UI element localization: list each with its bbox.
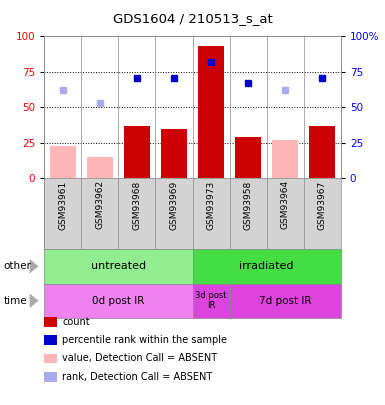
Bar [87,157,113,178]
Text: time: time [4,296,27,306]
Text: irradiated: irradiated [239,261,294,271]
Bar [161,129,187,178]
Text: GSM93973: GSM93973 [206,180,216,230]
Text: count: count [62,317,90,327]
Text: GSM93968: GSM93968 [132,180,141,230]
Text: value, Detection Call = ABSENT: value, Detection Call = ABSENT [62,354,218,363]
Bar [44,284,192,318]
Text: 7d post IR: 7d post IR [259,296,311,306]
Polygon shape [30,259,38,274]
Bar [50,145,76,178]
Text: GSM93958: GSM93958 [244,180,253,230]
Text: 3d post
IR: 3d post IR [195,291,227,310]
Text: GSM93964: GSM93964 [281,180,290,230]
Text: rank, Detection Call = ABSENT: rank, Detection Call = ABSENT [62,372,213,382]
Bar [124,126,150,178]
Bar [235,137,261,178]
Text: untreated: untreated [91,261,146,271]
Bar [44,249,192,284]
Text: percentile rank within the sample: percentile rank within the sample [62,335,228,345]
Text: GSM93961: GSM93961 [58,180,67,230]
Bar [272,140,298,178]
Text: GDS1604 / 210513_s_at: GDS1604 / 210513_s_at [113,12,272,25]
Text: GSM93962: GSM93962 [95,180,104,230]
Polygon shape [30,293,38,308]
Bar [229,284,341,318]
Bar [198,47,224,178]
Text: GSM93969: GSM93969 [169,180,179,230]
Bar [192,284,229,318]
Bar [192,249,341,284]
Text: other: other [4,261,32,271]
Bar [309,126,335,178]
Text: 0d post IR: 0d post IR [92,296,145,306]
Text: GSM93967: GSM93967 [318,180,327,230]
